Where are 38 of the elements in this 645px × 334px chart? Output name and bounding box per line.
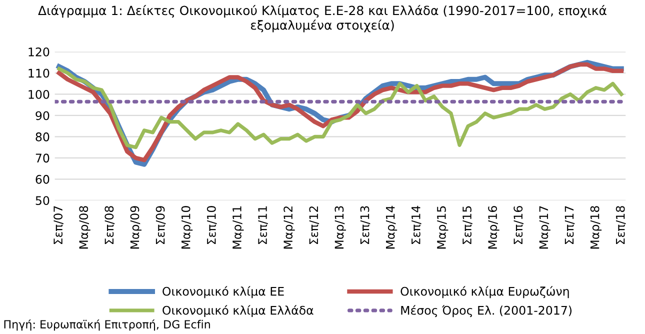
x-tick-label: Μαρ/11 [232,206,244,249]
y-tick-label: 120 [28,47,50,56]
x-tick-label: Σεπ/08 [104,206,115,244]
y-tick-label: 50 [36,196,50,206]
x-tick-label: Σεπ/11 [258,206,268,244]
y-tick-label: 110 [28,68,50,78]
y-tick-label: 60 [36,174,50,184]
x-tick-label: Σεπ/12 [309,206,320,244]
y-tick-label: 80 [36,132,50,142]
legend-label: Οικονομικό κλίμα ΕΕ [162,286,284,298]
y-tick-label: 100 [28,90,50,99]
x-tick-label: Μαρ/09 [130,206,142,249]
x-tick-label: Μαρ/18 [590,206,602,249]
x-tick-label: Σεπ/13 [360,206,370,244]
x-tick-label: Μαρ/16 [488,206,500,249]
legend-label: Μέσος Όρος Ελ. (2001-2017) [401,305,572,318]
x-tick-label: Μαρ/12 [284,206,295,249]
x-tick-label: Μαρ/15 [437,206,448,249]
y-tick-label: 90 [36,111,50,120]
line-series [57,66,624,150]
chart-title: Διάγραμμα 1: Δείκτες Οικονομικού Κλίματος Ε.Ε-28 και Ελλάδα (1990-2017=100, εποχικά εξομαλυμένα στοιχεία) [38,5,606,32]
x-tick-label: Μαρ/13 [334,206,346,249]
x-tick-label: Σεπ/17 [564,206,575,244]
x-tick-label: Σεπ/10 [206,206,217,244]
x-tick-label: Μαρ/17 [539,206,550,249]
text: Πηγή: Ευρωπαϊκή Επιτροπή, DG Ecfin [4,319,210,331]
x-tick-label: Μαρ/14 [386,206,398,249]
x-tick-label: Σεπ/14 [412,206,422,244]
y-tick-label: 70 [36,154,50,163]
x-tick-label: Σεπ/07 [54,206,64,244]
x-tick-label: Σεπ/15 [462,206,472,244]
x-tick-label: Μαρ/08 [79,206,90,249]
x-tick-label: Σεπ/18 [616,206,626,244]
x-tick-label: Σεπ/09 [156,206,166,244]
x-tick-label: Σεπ/16 [514,206,524,244]
x-tick-label: Μαρ/10 [181,206,193,249]
legend-label: Οικονομικό κλίμα Ευρωζώνη [400,286,569,298]
legend-label: Οικονομικό κλίμα Ελλάδα [162,305,314,318]
